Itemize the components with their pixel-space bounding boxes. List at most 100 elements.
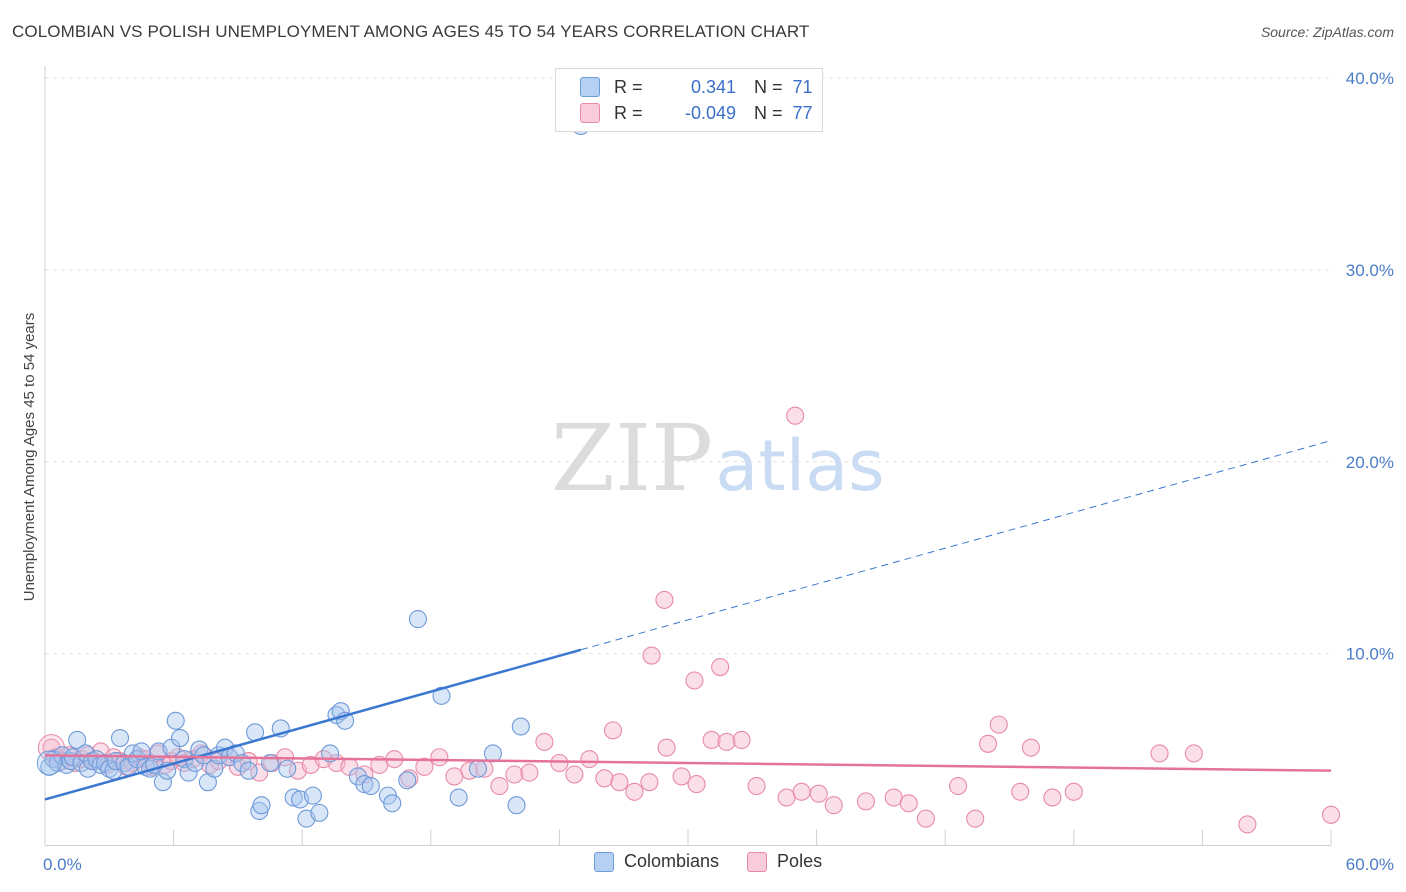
colombian-point — [205, 759, 224, 778]
watermark-zip: ZIP — [551, 405, 713, 512]
colombian-point — [408, 610, 427, 629]
legend-n-value: 71 — [792, 76, 813, 97]
pole-point — [809, 784, 828, 803]
pole-point — [535, 732, 554, 751]
colombian-point — [310, 803, 329, 822]
legend-n-label: N = — [754, 76, 783, 97]
pole-point — [642, 646, 661, 665]
pole-point — [732, 730, 751, 750]
pole-point — [657, 738, 676, 757]
pole-point — [916, 809, 935, 828]
pole-point — [490, 776, 509, 796]
pole-point — [777, 788, 796, 807]
poles-label: Poles — [777, 851, 823, 871]
colombian-point — [170, 728, 190, 748]
pole-point — [989, 715, 1008, 734]
pole-point — [949, 776, 968, 796]
colombians-trend-dashed — [580, 440, 1332, 651]
pole-point — [1321, 805, 1341, 824]
pole-point — [1238, 815, 1257, 834]
colombian-point — [76, 744, 95, 763]
colombian-point — [166, 711, 185, 730]
colombian-point — [361, 776, 380, 796]
pole-point — [520, 763, 539, 782]
pole-point — [505, 765, 524, 784]
grid-lines — [45, 77, 1331, 655]
y-tick-label: 30.0% — [1346, 261, 1394, 280]
colombian-point — [507, 796, 526, 815]
legend-row-colombians: R = 0.341 N = 71 — [580, 75, 813, 99]
pole-point — [1011, 782, 1030, 801]
pole-point — [966, 809, 985, 828]
legend-n-value: 77 — [792, 102, 813, 123]
pole-point — [1043, 788, 1062, 807]
pole-point — [792, 782, 811, 801]
legend-r-value: -0.049 — [684, 102, 736, 123]
colombian-point — [278, 759, 297, 778]
colombians-swatch — [594, 851, 614, 872]
axes — [44, 66, 1332, 846]
pole-point — [625, 782, 644, 801]
pole-point — [610, 773, 629, 792]
pole-point — [685, 671, 704, 690]
colombian-point — [383, 794, 402, 813]
pole-point — [415, 757, 434, 776]
pole-point — [445, 767, 464, 786]
colombians-points — [36, 116, 590, 828]
y-tick-label: 40.0% — [1346, 69, 1394, 88]
pole-point — [430, 748, 449, 767]
legend-r-label: R = — [614, 76, 643, 97]
x-tick-label-min: 0.0% — [43, 855, 82, 874]
pole-point — [355, 765, 374, 784]
colombians-trend-solid — [44, 648, 582, 801]
poles-swatch — [747, 851, 768, 872]
pole-point — [702, 730, 721, 750]
source-label: Source: ZipAtlas.com — [1260, 24, 1394, 40]
pole-point — [672, 767, 691, 786]
legend-r-label: R = — [614, 102, 643, 123]
pole-point — [884, 788, 903, 807]
colombian-point — [252, 796, 271, 815]
legend-r-value: 0.341 — [690, 76, 736, 97]
colombian-point — [348, 767, 367, 786]
series-legend: Colombians Poles — [594, 851, 850, 872]
colombian-point — [68, 730, 87, 750]
pole-point — [687, 775, 706, 794]
pole-point — [603, 721, 623, 740]
x-tick-label-max: 60.0% — [1346, 855, 1394, 874]
legend-n-label: N = — [754, 102, 783, 123]
colombian-point — [432, 686, 451, 705]
pole-point — [550, 753, 569, 773]
chart-title: COLOMBIAN VS POLISH UNEMPLOYMENT AMONG A… — [12, 22, 810, 41]
pole-point — [1021, 738, 1040, 757]
colombian-point — [303, 786, 322, 805]
colombian-point — [239, 761, 258, 780]
pole-point — [717, 732, 736, 751]
pole-point — [979, 734, 998, 753]
colombian-point-cluster — [36, 750, 62, 776]
colombian-point — [284, 788, 303, 807]
y-axis-label: Unemployment Among Ages 45 to 54 years — [21, 313, 38, 602]
y-tick-label: 10.0% — [1346, 645, 1394, 664]
colombian-point — [153, 773, 172, 792]
colombian-point — [110, 728, 130, 748]
y-tick-label: 20.0% — [1346, 453, 1394, 472]
pole-point — [856, 792, 875, 811]
pole-point — [1064, 782, 1083, 801]
colombian-point — [179, 763, 198, 782]
poles-trend — [44, 754, 1332, 772]
legend-item-poles[interactable]: Poles — [747, 851, 822, 872]
colombian-point — [511, 717, 530, 736]
pole-point — [824, 796, 843, 815]
pole-point — [786, 406, 805, 425]
pole-point — [899, 794, 918, 813]
watermark-atlas: atlas — [715, 425, 884, 507]
pole-point — [711, 658, 730, 677]
tick-labels: 10.0% 20.0% 30.0% 40.0% 0.0% 60.0% — [43, 69, 1394, 874]
poles-points — [37, 406, 1341, 834]
pole-point — [580, 750, 599, 769]
legend-item-colombians[interactable]: Colombians — [594, 851, 719, 872]
correlation-legend: R = 0.341 N = 71 R = -0.049 N = 77 — [555, 68, 823, 132]
pole-point — [1150, 744, 1169, 763]
